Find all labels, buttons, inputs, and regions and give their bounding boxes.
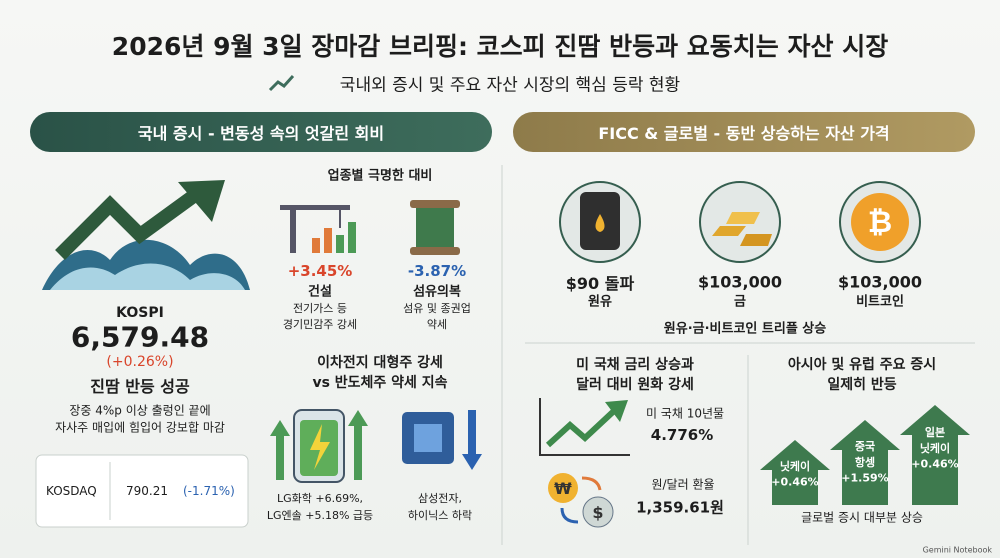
global-title: 아시아 및 유럽 주요 증시 <box>787 357 937 373</box>
kosdaq-box <box>35 454 249 528</box>
sector-change: +3.45% <box>287 262 353 280</box>
fx-label: 원/달러 환율 <box>651 477 715 492</box>
sector-desc: 경기민감주 강세 <box>282 318 358 331</box>
sector-name: 섬유의복 <box>413 284 461 300</box>
rates-icon <box>539 398 630 456</box>
chip-icon <box>402 410 482 470</box>
kospi-icon <box>42 180 250 290</box>
textile-icon <box>410 200 460 255</box>
kospi-headline: 진땀 반등 성공 <box>90 377 190 396</box>
banner: FICC & 글로벌 - 동반 상승하는 자산 가격 <box>598 124 890 143</box>
sector-name: 건설 <box>308 284 332 300</box>
asset-value: $103,000 <box>697 272 783 292</box>
sector-change: -3.87% <box>407 262 467 280</box>
battery-title: vs 반도체주 약세 지속 <box>312 375 448 391</box>
treasury-label: 미 국채 10년물 <box>645 406 725 421</box>
global-name: 항셍 <box>854 456 876 469</box>
global-title: 일제히 반등 <box>827 377 897 393</box>
kospi-desc: 자사주 매입에 힘입어 강보합 마감 <box>55 420 225 435</box>
kospi-value: 6,579.48 <box>70 320 210 354</box>
battery-down: 하이닉스 하락 <box>407 509 473 522</box>
kosdaq-change: (-1.71%) <box>183 484 235 498</box>
asset-name: 금 <box>734 294 746 310</box>
battery-down: 삼성전자, <box>418 492 462 505</box>
kospi-change: (+0.26%) <box>106 354 174 370</box>
gold-icon <box>699 181 781 263</box>
global-arrow <box>760 440 830 505</box>
asset-value: $90 돌파 <box>565 274 635 293</box>
asset-name: 원유 <box>588 294 612 310</box>
global-change: +0.46% <box>771 475 819 489</box>
right-banner-bg <box>513 112 975 152</box>
kosdaq-label: KOSDAQ <box>46 484 97 498</box>
subtitle: 국내외 증시 및 주요 자산 시장의 핵심 등락 현황 <box>339 75 681 96</box>
sectors-title: 업종별 극명한 대비 <box>327 168 433 184</box>
global-name: 중국 <box>854 440 876 453</box>
asset-value: $103,000 <box>837 272 923 292</box>
global-arrow <box>900 405 970 505</box>
rates-title: 달러 대비 원화 강세 <box>576 377 694 393</box>
oil-icon <box>559 181 641 263</box>
global-name: 닛케이 <box>779 460 811 473</box>
battery-up: LG엔솔 +5.18% 급등 <box>266 509 374 522</box>
icon <box>268 74 295 92</box>
footer: Gemini Notebook <box>922 545 992 555</box>
global-name: 일본 <box>924 426 946 439</box>
sector-desc: 전기가스 등 <box>292 302 348 315</box>
global-change: +0.46% <box>911 457 959 471</box>
asset-name: 비트코인 <box>856 294 904 310</box>
battery-title: 이차전지 대형주 강세 <box>317 355 443 371</box>
battery-up: LG화학 +6.69%, <box>276 492 364 505</box>
battery-icon <box>270 409 368 483</box>
banner: 국내 증시 - 변동성 속의 엇갈린 회비 <box>137 124 385 143</box>
left-banner-bg <box>30 112 492 152</box>
construction-icon <box>280 205 356 253</box>
svg-text:₩: ₩ <box>554 479 572 498</box>
svg-text:$: $ <box>592 503 603 522</box>
svg-text:₿: ₿ <box>868 205 892 240</box>
fx-icon: ₩ $ <box>548 473 614 528</box>
global-arrow <box>830 420 900 505</box>
kosdaq-value: 790.21 <box>126 484 168 498</box>
sector-desc: 약세 <box>426 318 448 331</box>
global-name: 닛케이 <box>919 442 951 455</box>
kospi-label: KOSPI <box>116 305 164 321</box>
rates-title: 미 국채 금리 상승과 <box>576 357 694 373</box>
fx-value: 1,359.61원 <box>636 498 724 517</box>
global-caption: 글로벌 증시 대부분 상승 <box>801 510 923 525</box>
treasury-value: 4.776% <box>650 426 714 444</box>
title: 2026년 9월 3일 장마감 브리핑: 코스피 진땀 반등과 요동치는 자산 … <box>111 32 889 61</box>
kospi-desc: 장중 4%p 이상 출렁인 끝에 <box>69 403 211 418</box>
global-change: +1.59% <box>841 471 889 485</box>
assets-caption: 원유·금·비트코인 트리플 상승 <box>663 321 827 337</box>
sector-desc: 섬유 및 종권업 <box>403 302 471 315</box>
bitcoin-icon: ₿ <box>839 181 921 263</box>
